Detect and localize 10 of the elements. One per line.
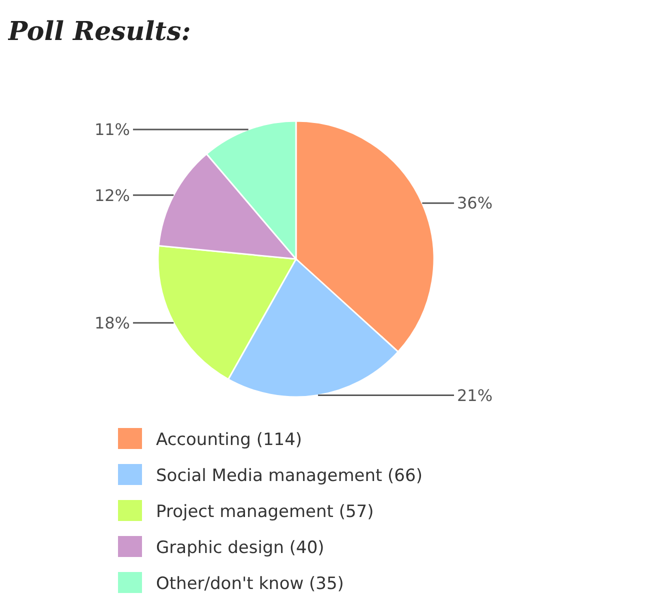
- data-label: 11%: [94, 120, 130, 140]
- legend-label: Graphic design (40): [156, 538, 324, 558]
- legend-label: Accounting (114): [156, 430, 302, 450]
- data-label: 18%: [94, 313, 130, 332]
- legend-label: Social Media management (66): [156, 466, 422, 486]
- legend-label: Project management (57): [156, 502, 374, 522]
- legend-label: Other/don't know (35): [156, 574, 344, 594]
- data-label: 36%: [457, 194, 493, 213]
- data-label: 21%: [457, 386, 493, 405]
- data-label: 12%: [94, 186, 130, 205]
